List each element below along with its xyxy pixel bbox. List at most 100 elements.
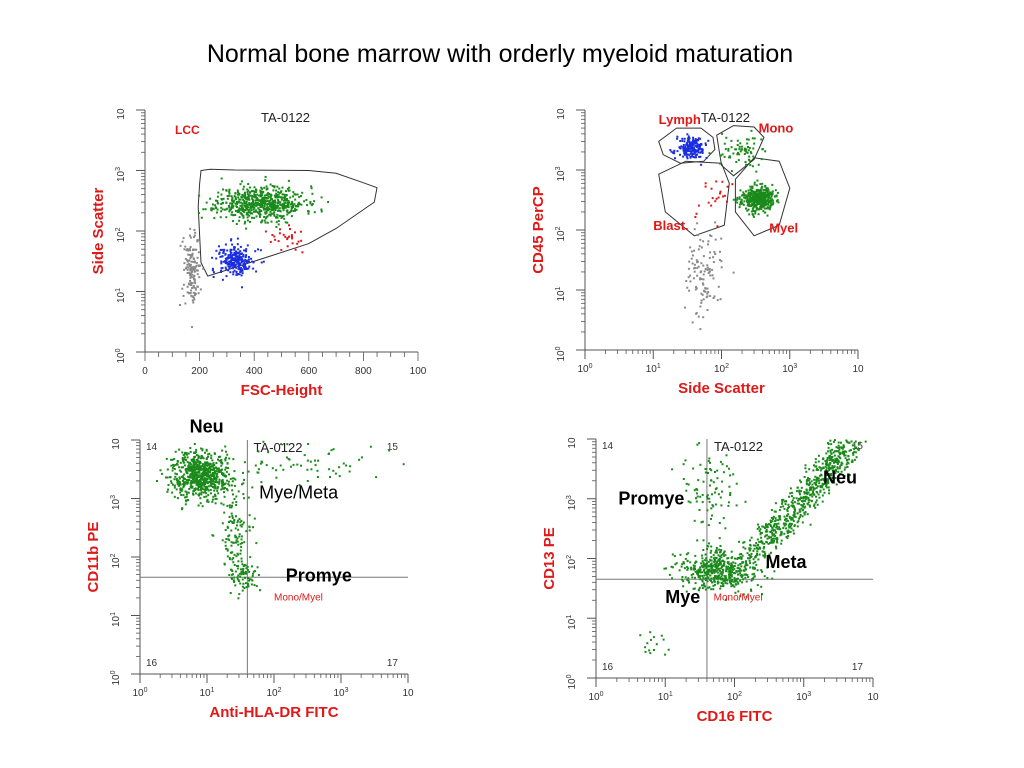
event-dot bbox=[280, 198, 283, 201]
event-dot bbox=[259, 204, 262, 207]
event-dot bbox=[853, 458, 856, 461]
event-dot bbox=[828, 492, 831, 495]
event-dot bbox=[292, 206, 295, 208]
quadrant-number: 15 bbox=[852, 441, 864, 452]
event-dot bbox=[179, 488, 182, 491]
event-dot bbox=[711, 493, 713, 496]
event-dot bbox=[701, 282, 704, 285]
event-dot bbox=[786, 531, 789, 534]
event-dot bbox=[176, 480, 179, 482]
event-dot bbox=[208, 481, 211, 483]
event-dot bbox=[714, 200, 717, 203]
event-dot bbox=[193, 274, 196, 277]
event-dot bbox=[172, 463, 175, 466]
event-dot bbox=[173, 468, 176, 470]
event-dot bbox=[760, 200, 763, 203]
event-dot bbox=[189, 465, 192, 468]
event-dot bbox=[223, 249, 225, 252]
event-dot bbox=[764, 201, 767, 204]
event-dot bbox=[695, 146, 698, 148]
event-dot bbox=[194, 492, 197, 495]
population-label: Promye bbox=[286, 566, 352, 586]
event-dot bbox=[186, 499, 189, 502]
event-dot bbox=[215, 497, 218, 500]
event-dot bbox=[205, 474, 208, 477]
event-dot bbox=[239, 183, 242, 186]
event-dot bbox=[186, 456, 189, 459]
event-dot bbox=[243, 563, 246, 566]
event-dot bbox=[707, 240, 710, 243]
event-dot bbox=[196, 474, 199, 477]
event-dot bbox=[827, 464, 830, 467]
event-dot bbox=[707, 565, 710, 568]
event-dot bbox=[699, 155, 702, 158]
event-dot bbox=[265, 210, 268, 213]
event-dot bbox=[275, 221, 278, 224]
event-dot bbox=[305, 199, 308, 201]
event-dot bbox=[751, 213, 754, 215]
event-dot bbox=[698, 568, 701, 571]
event-dot bbox=[244, 209, 247, 212]
event-dot bbox=[839, 457, 842, 460]
event-dot bbox=[242, 262, 245, 265]
event-dot bbox=[241, 585, 244, 588]
event-dot bbox=[748, 155, 751, 158]
event-dot bbox=[787, 503, 790, 506]
event-dot bbox=[711, 197, 714, 200]
event-dot bbox=[746, 200, 748, 203]
event-dot bbox=[716, 225, 719, 228]
event-dot bbox=[274, 195, 277, 197]
event-dot bbox=[231, 515, 234, 517]
event-dot bbox=[710, 469, 713, 472]
event-dot bbox=[815, 468, 818, 471]
event-dot bbox=[281, 193, 284, 196]
event-dot bbox=[723, 563, 725, 566]
event-dot bbox=[253, 517, 256, 520]
event-dot bbox=[255, 210, 258, 213]
event-dot bbox=[182, 481, 185, 484]
event-dot bbox=[768, 199, 771, 202]
event-dot bbox=[244, 576, 246, 579]
event-dot bbox=[243, 478, 245, 481]
event-dot bbox=[375, 476, 378, 479]
event-dot bbox=[193, 278, 196, 281]
event-dot bbox=[733, 577, 736, 580]
event-dot bbox=[791, 499, 794, 502]
event-dot bbox=[217, 468, 220, 471]
event-dot bbox=[721, 565, 724, 567]
event-dot bbox=[228, 192, 231, 195]
event-dot bbox=[251, 195, 254, 198]
event-dot bbox=[735, 504, 738, 507]
event-dot bbox=[833, 477, 836, 480]
event-dot bbox=[179, 244, 182, 247]
event-dot bbox=[232, 259, 235, 261]
event-dot bbox=[201, 468, 204, 471]
event-dot bbox=[238, 251, 241, 254]
event-dot bbox=[736, 153, 739, 156]
event-dot bbox=[770, 529, 773, 532]
event-dot bbox=[238, 219, 241, 222]
event-dot bbox=[678, 569, 681, 572]
event-dot bbox=[713, 571, 716, 574]
event-dot bbox=[713, 577, 715, 580]
event-dot bbox=[223, 511, 226, 514]
event-dot bbox=[830, 457, 833, 460]
event-dot bbox=[239, 521, 242, 524]
event-dot bbox=[198, 492, 201, 495]
event-dot bbox=[245, 213, 248, 216]
event-dot bbox=[852, 452, 854, 455]
event-dot bbox=[767, 542, 770, 545]
event-dot bbox=[738, 540, 740, 543]
population-mye bbox=[663, 542, 776, 601]
event-dot bbox=[833, 461, 835, 464]
event-dot bbox=[204, 483, 206, 485]
y-tick-exponent: 3 bbox=[110, 495, 117, 499]
event-dot bbox=[288, 458, 291, 461]
event-dot bbox=[183, 268, 186, 271]
event-dot bbox=[770, 521, 772, 523]
event-dot bbox=[191, 326, 193, 329]
event-dot bbox=[231, 504, 233, 507]
event-dot bbox=[758, 526, 760, 529]
event-dot bbox=[269, 195, 272, 198]
